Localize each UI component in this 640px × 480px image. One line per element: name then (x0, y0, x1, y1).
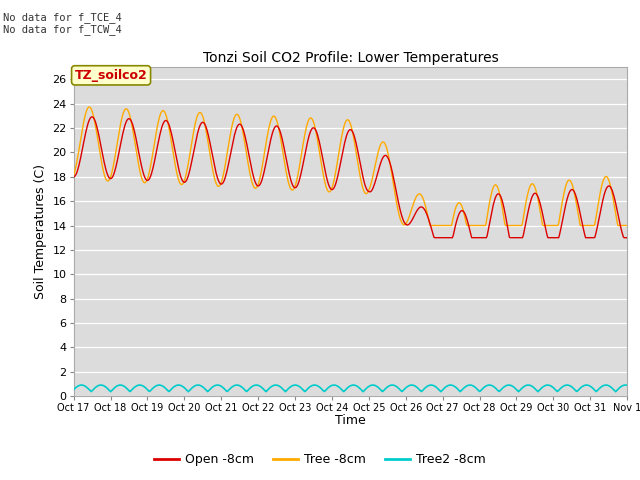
Text: No data for f_TCE_4: No data for f_TCE_4 (3, 12, 122, 23)
Title: Tonzi Soil CO2 Profile: Lower Temperatures: Tonzi Soil CO2 Profile: Lower Temperatur… (202, 51, 499, 65)
X-axis label: Time: Time (335, 414, 366, 427)
Text: TZ_soilco2: TZ_soilco2 (75, 69, 147, 82)
Y-axis label: Soil Temperatures (C): Soil Temperatures (C) (34, 164, 47, 299)
Text: No data for f_TCW_4: No data for f_TCW_4 (3, 24, 122, 35)
Legend: Open -8cm, Tree -8cm, Tree2 -8cm: Open -8cm, Tree -8cm, Tree2 -8cm (149, 448, 491, 471)
